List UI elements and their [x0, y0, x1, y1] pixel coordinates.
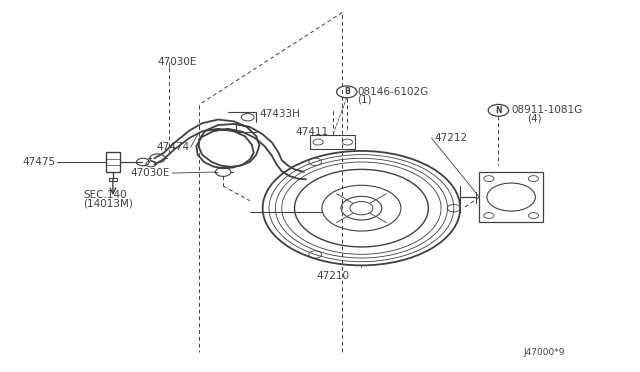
Text: 47474: 47474 [156, 142, 189, 152]
Text: (1): (1) [357, 94, 372, 104]
Text: 08911-1081G: 08911-1081G [511, 105, 582, 115]
Text: J47000*9: J47000*9 [524, 347, 565, 357]
Text: 47030E: 47030E [157, 57, 197, 67]
Bar [479, 172, 543, 222]
Text: 47030E: 47030E [131, 168, 170, 178]
Bar [109, 178, 117, 181]
Text: 47411: 47411 [296, 128, 329, 138]
Bar [106, 152, 120, 172]
Text: (14013M): (14013M) [83, 198, 133, 208]
Text: B: B [344, 87, 349, 96]
Text: 47212: 47212 [435, 133, 468, 143]
Text: 47210: 47210 [316, 272, 349, 282]
Circle shape [350, 202, 373, 215]
Bar [310, 135, 355, 149]
Text: N: N [495, 106, 502, 115]
Text: SEC.140: SEC.140 [83, 190, 127, 200]
Text: 47475: 47475 [22, 157, 56, 167]
Text: (4): (4) [527, 113, 541, 124]
Text: 47433H: 47433H [259, 109, 300, 119]
Text: 08146-6102G: 08146-6102G [357, 87, 428, 97]
